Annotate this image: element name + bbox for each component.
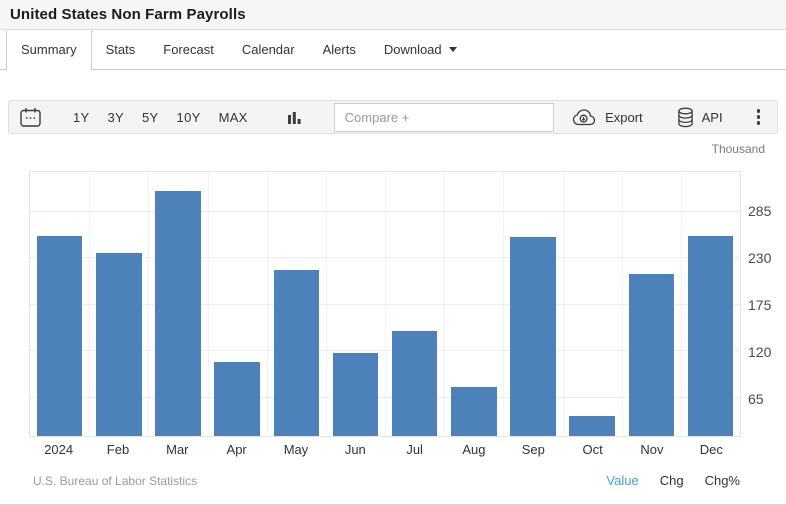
x-axis-tick-label: Feb <box>106 442 130 457</box>
bar-apr[interactable] <box>214 361 260 436</box>
tab-download[interactable]: Download <box>370 30 471 69</box>
bar-mar[interactable] <box>155 190 201 436</box>
database-icon <box>677 107 693 127</box>
bar-cell <box>385 172 444 436</box>
x-axis-labels: 2024 Feb Mar Apr May Jun Jul Aug Sep Oct Nov Dec <box>29 442 741 457</box>
tab-forecast[interactable]: Forecast <box>149 30 228 69</box>
bar-jun[interactable] <box>332 353 379 436</box>
tab-stats-label: Stats <box>105 42 136 57</box>
tab-alerts-label: Alerts <box>322 42 356 57</box>
bar-cell <box>267 172 326 436</box>
api-label: API <box>701 109 723 125</box>
x-axis-tick-label: Mar <box>166 442 189 457</box>
bar-cell <box>444 172 503 436</box>
bar-cell <box>208 172 267 436</box>
tab-forecast-label: Forecast <box>163 42 214 57</box>
bar-sep[interactable] <box>510 237 556 436</box>
footer-link-chg[interactable]: Chg <box>659 473 684 488</box>
footer-link-value[interactable]: Value <box>606 473 639 488</box>
cloud-download-icon <box>572 109 596 126</box>
bar-nov[interactable] <box>628 273 675 436</box>
chart-footer: U.S. Bureau of Labor Statistics Value Ch… <box>0 464 786 497</box>
y-axis-labels: 65 120 175 230 285 <box>741 171 786 437</box>
x-axis-tick-label: Jun <box>344 442 366 457</box>
date-range-button[interactable] <box>19 107 42 128</box>
title-bar: United States Non Farm Payrolls <box>0 0 786 30</box>
bar-oct[interactable] <box>569 415 615 436</box>
tab-summary-label: Summary <box>21 42 77 57</box>
gridline-horizontal <box>30 396 740 398</box>
bar-cell <box>30 172 89 436</box>
gridline-horizontal <box>30 257 740 259</box>
bar-chart-icon <box>287 111 301 124</box>
bar-cell <box>681 172 740 436</box>
x-axis-tick-label: Apr <box>226 442 247 457</box>
y-axis-tick-label: 65 <box>748 390 764 407</box>
x-axis-tick-label: Oct <box>582 442 603 457</box>
bar-cell <box>563 172 622 436</box>
bar-may[interactable] <box>273 270 320 436</box>
export-label: Export <box>605 109 643 125</box>
x-axis-tick-label: Nov <box>640 442 664 457</box>
bar-cell <box>622 172 681 436</box>
gridline-horizontal <box>30 350 740 352</box>
bar-dec[interactable] <box>687 236 734 436</box>
chart-type-button[interactable] <box>287 110 302 125</box>
chevron-down-icon <box>448 47 457 52</box>
x-axis-tick-label: Sep <box>521 442 545 457</box>
x-axis-tick-label: May <box>283 442 309 457</box>
compare-input[interactable] <box>333 102 554 132</box>
page-title: United States Non Farm Payrolls <box>10 6 246 23</box>
tab-calendar-label: Calendar <box>241 42 295 57</box>
x-axis-tick-label: 2024 <box>44 442 74 457</box>
plot-area <box>29 171 741 437</box>
calendar-icon <box>20 107 41 127</box>
chart-toolbar: 1Y 3Y 5Y 10Y MAX Export <box>8 100 778 134</box>
bar-2024[interactable] <box>36 236 83 436</box>
api-button[interactable]: API <box>677 107 723 128</box>
gridline-horizontal <box>30 303 740 305</box>
tab-stats[interactable]: Stats <box>92 30 150 69</box>
range-3y-button[interactable]: 3Y <box>99 110 134 125</box>
range-selector: 1Y 3Y 5Y 10Y MAX <box>64 110 257 125</box>
range-max-button[interactable]: MAX <box>210 110 257 125</box>
kebab-menu-icon <box>756 109 760 113</box>
source-attribution: U.S. Bureau of Labor Statistics <box>33 473 198 488</box>
bar-jul[interactable] <box>391 331 438 436</box>
x-axis-tick-label: Dec <box>699 442 723 457</box>
range-1y-button[interactable]: 1Y <box>64 110 99 125</box>
bar-cell <box>89 172 148 436</box>
bar-series <box>30 172 740 436</box>
y-axis-tick-label: 120 <box>748 343 772 360</box>
more-menu-button[interactable] <box>756 109 760 125</box>
tab-download-label: Download <box>383 42 442 57</box>
range-10y-button[interactable]: 10Y <box>168 110 210 125</box>
x-axis-tick-label: Jul <box>406 442 423 457</box>
tab-calendar[interactable]: Calendar <box>228 30 309 69</box>
export-button[interactable]: Export <box>570 108 643 126</box>
axis-unit-label: Thousand <box>711 142 765 156</box>
y-axis-tick-label: 285 <box>748 203 772 220</box>
tab-bar: Summary Stats Forecast Calendar Alerts D… <box>0 30 786 70</box>
bar-feb[interactable] <box>95 253 142 436</box>
bar-cell <box>148 172 207 436</box>
footer-link-chg-pct[interactable]: Chg% <box>704 473 740 488</box>
bar-aug[interactable] <box>451 386 497 436</box>
range-5y-button[interactable]: 5Y <box>133 110 168 125</box>
series-mode-links: Value Chg Chg% <box>606 473 740 488</box>
y-axis-tick-label: 230 <box>748 249 772 266</box>
bar-cell <box>326 172 385 436</box>
tab-alerts[interactable]: Alerts <box>309 30 370 69</box>
y-axis-tick-label: 175 <box>748 296 772 313</box>
bar-cell <box>503 172 562 436</box>
gridline-horizontal <box>30 210 740 212</box>
chart-area: Thousand 65 120 175 230 285 2024 Feb Mar Apr May… <box>0 134 786 464</box>
tab-summary[interactable]: Summary <box>6 30 92 70</box>
x-axis-tick-label: Aug <box>462 442 486 457</box>
